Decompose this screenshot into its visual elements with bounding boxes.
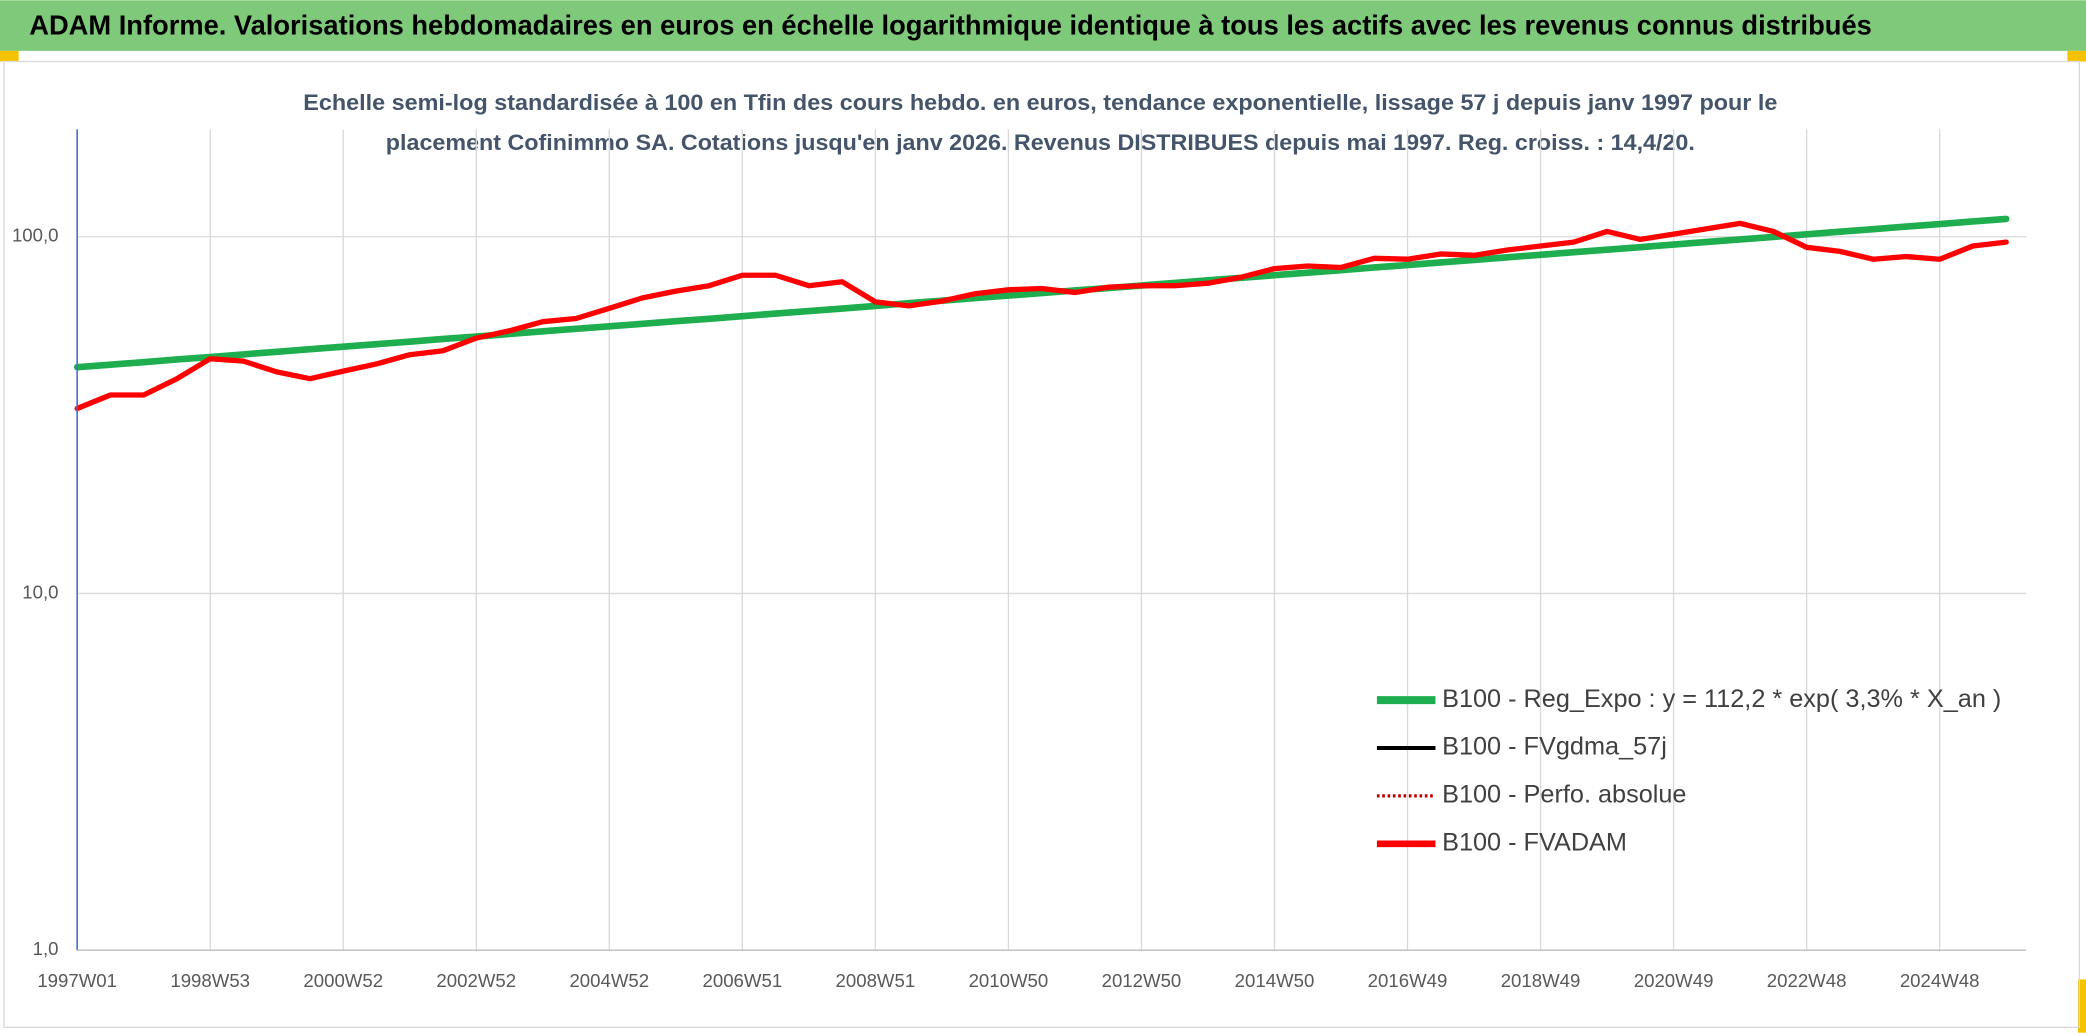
x-tick-label: 2012W50 bbox=[1102, 970, 1182, 991]
subtitle: Echelle semi-log standardisée à 100 en T… bbox=[303, 90, 1777, 115]
x-tick-label: 2000W52 bbox=[303, 970, 383, 991]
x-tick-label: 2020W49 bbox=[1634, 970, 1714, 991]
x-tick-label: 2016W49 bbox=[1368, 970, 1448, 991]
x-tick-label: 2004W52 bbox=[569, 970, 649, 991]
legend: B100 - Reg_Expo : y = 112,2 * exp( 3,3% … bbox=[1376, 685, 2001, 856]
y-tick-label: 1,0 bbox=[33, 938, 59, 959]
corner-mark bbox=[2078, 979, 2086, 1033]
x-tick-label: 2010W50 bbox=[969, 970, 1049, 991]
x-tick-label: 2014W50 bbox=[1235, 970, 1315, 991]
x-tick-label: 2008W51 bbox=[836, 970, 916, 991]
chart-title: ADAM Informe. Valorisations hebdomadaire… bbox=[29, 9, 1872, 40]
line-series bbox=[73, 215, 2010, 371]
subtitle: placement Cofinimmo SA. Cotations jusqu'… bbox=[386, 130, 1695, 155]
header-bar bbox=[0, 0, 2086, 51]
legend-label: B100 - FVgdma_57j bbox=[1442, 733, 1667, 761]
x-tick-label: 2018W49 bbox=[1501, 970, 1581, 991]
x-tick-label: 2022W48 bbox=[1767, 970, 1847, 991]
y-tick-label: 10,0 bbox=[22, 581, 58, 602]
x-tick-label: 1998W53 bbox=[170, 970, 250, 991]
legend-label: B100 - FVADAM bbox=[1442, 828, 1627, 856]
plot bbox=[73, 215, 2010, 412]
x-tick-label: 2006W51 bbox=[703, 970, 783, 991]
y-tick-label: 100,0 bbox=[12, 225, 59, 246]
x-tick-label: 2002W52 bbox=[436, 970, 516, 991]
corner-mark bbox=[2067, 50, 2086, 62]
chart-border bbox=[3, 60, 2081, 1029]
line-series bbox=[74, 220, 2009, 412]
legend-label: B100 - Reg_Expo : y = 112,2 * exp( 3,3% … bbox=[1442, 685, 2001, 713]
x-tick-label: 2024W48 bbox=[1900, 970, 1980, 991]
x-tick-label: 1997W01 bbox=[37, 970, 117, 991]
corner-mark bbox=[0, 50, 19, 62]
legend-label: B100 - Perfo. absolue bbox=[1442, 781, 1686, 809]
